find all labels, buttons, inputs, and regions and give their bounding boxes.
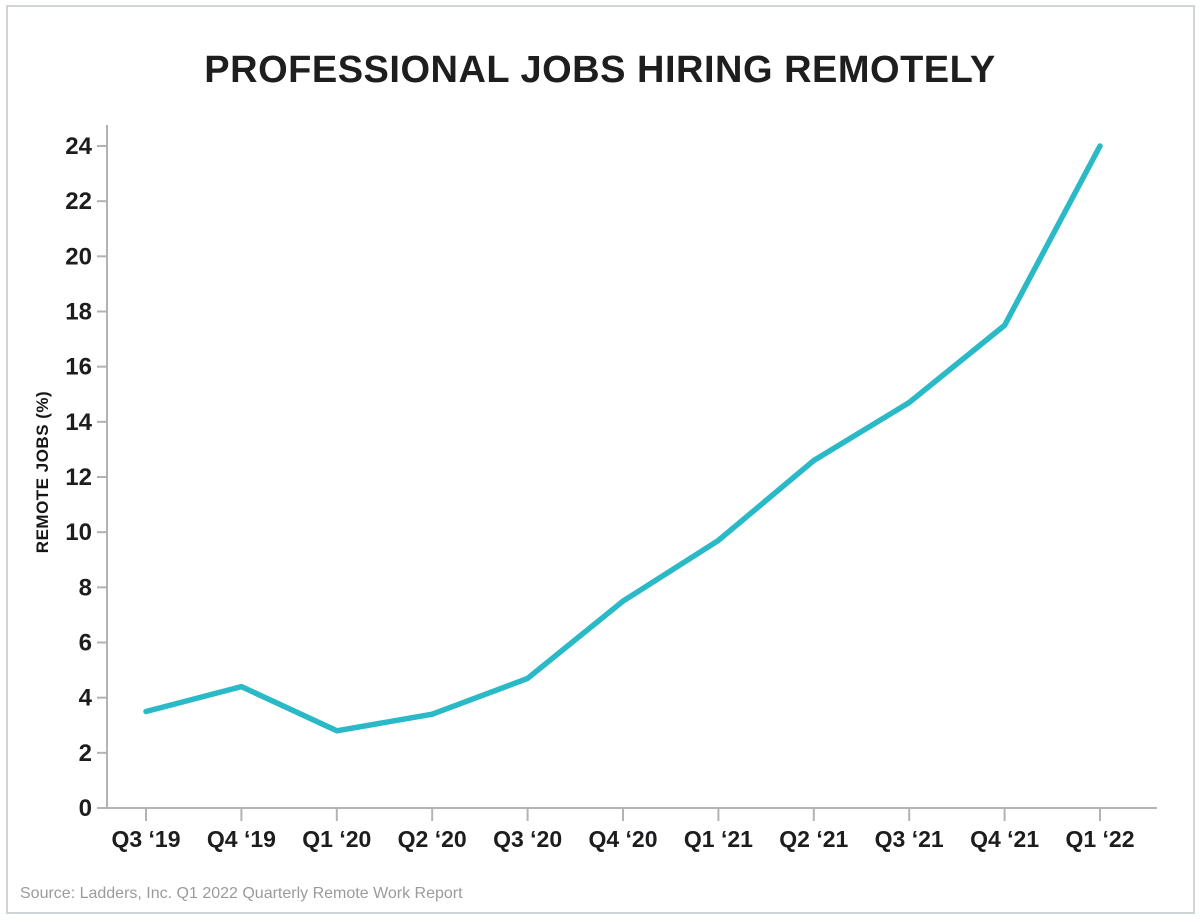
y-tick-label: 24 — [65, 133, 92, 160]
remote-jobs-line — [143, 143, 1103, 734]
x-tick-label: Q4 ‘20 — [588, 826, 657, 852]
y-tick-label: 10 — [65, 519, 92, 546]
y-tick-label: 22 — [65, 188, 92, 215]
y-tick-label: 12 — [65, 464, 92, 491]
y-tick-label: 0 — [79, 795, 92, 822]
x-tick-label: Q4 ‘19 — [207, 826, 276, 852]
x-tick-label: Q3 ‘20 — [493, 826, 562, 852]
x-tick-label: Q2 ‘20 — [398, 826, 467, 852]
source-caption: Source: Ladders, Inc. Q1 2022 Quarterly … — [20, 885, 463, 902]
x-tick-label: Q4 ‘21 — [970, 826, 1039, 852]
y-tick-label: 6 — [79, 630, 92, 657]
x-tick-label: Q1 ‘21 — [684, 826, 753, 852]
y-tick-label: 20 — [65, 243, 92, 270]
y-tick-label: 14 — [65, 409, 92, 436]
y-tick-label: 2 — [79, 740, 92, 767]
x-tick-label: Q2 ‘21 — [779, 826, 848, 852]
x-tick-label: Q1 ‘22 — [1065, 826, 1134, 852]
y-tick-label: 4 — [79, 685, 93, 712]
x-tick-label: Q3 ‘19 — [111, 826, 180, 852]
x-tick-label: Q3 ‘21 — [875, 826, 944, 852]
chart-title: PROFESSIONAL JOBS HIRING REMOTELY — [204, 49, 996, 91]
y-tick-label: 18 — [65, 299, 92, 326]
y-axis-title: REMOTE JOBS (%) — [33, 391, 52, 553]
y-tick-label: 8 — [79, 574, 92, 601]
x-tick-label: Q1 ‘20 — [302, 826, 371, 852]
y-tick-label: 16 — [65, 354, 92, 381]
